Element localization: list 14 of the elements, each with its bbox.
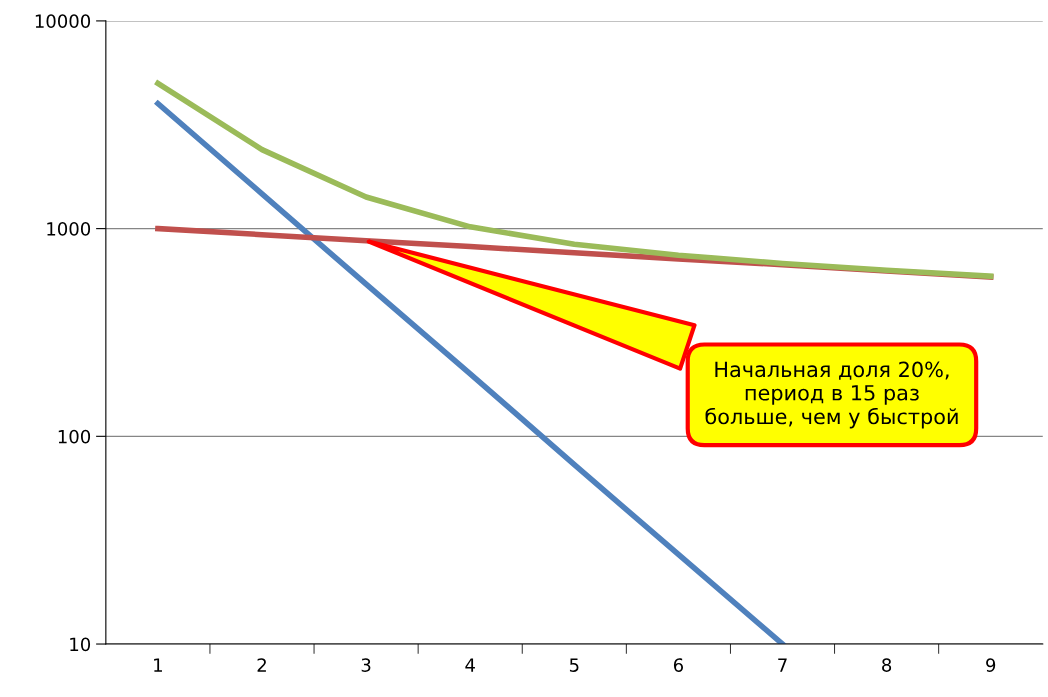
y-tick-label: 10	[70, 637, 91, 652]
x-tick-label: 8	[882, 658, 892, 672]
x-tick-label: 4	[465, 658, 475, 672]
x-tick-label: 1	[154, 658, 162, 672]
x-tick-label: 3	[361, 658, 371, 672]
x-tick-label: 9	[986, 658, 996, 672]
annotation: Начальная доля 20%, период в 15 раз больше, чем у быстрой	[705, 361, 958, 429]
x-tick-label: 2	[257, 658, 266, 672]
x-tick-label: 7	[778, 658, 787, 672]
x-tick-label: 6	[673, 658, 684, 672]
x-tick-label: 5	[569, 658, 579, 672]
y-tick-label: 1000	[47, 222, 91, 236]
y-tick-label: 100	[58, 429, 91, 444]
y-tick-label: 10000	[35, 14, 91, 29]
